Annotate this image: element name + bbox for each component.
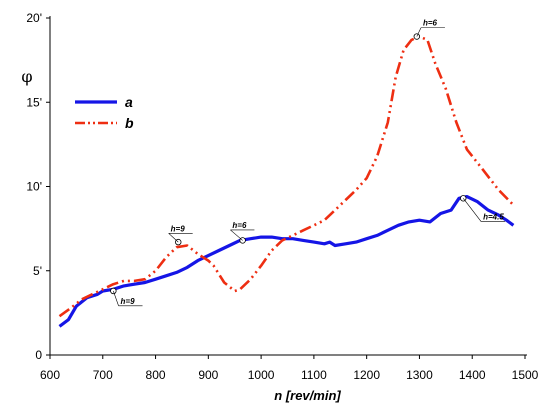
y-tick-label: 0	[35, 348, 42, 362]
y-tick-label: 5'	[33, 264, 42, 278]
annotation-label: h=6	[232, 221, 247, 230]
x-axis-label: n [rev/min]	[274, 388, 341, 403]
x-tick-label: 1300	[406, 368, 433, 382]
annotation-leader	[416, 27, 422, 37]
legend-label-b: b	[125, 115, 134, 131]
annotation-leader	[168, 233, 179, 243]
x-tick-label: 1500	[512, 368, 539, 382]
x-tick-label: 900	[198, 368, 218, 382]
annotation-leader	[113, 290, 119, 306]
y-axis-label: φ	[21, 67, 32, 86]
x-tick-label: 1400	[459, 368, 486, 382]
annotation-label: h=9	[171, 224, 186, 233]
annotation-label: h=6	[423, 19, 438, 28]
series-line-a	[58, 195, 515, 328]
annotation-label: h=9	[121, 297, 136, 306]
x-tick-label: 1000	[248, 368, 275, 382]
x-tick-label: 1100	[301, 368, 327, 382]
legend-label-a: a	[125, 94, 133, 110]
annotation-leader	[463, 198, 482, 222]
series-line-b	[58, 35, 515, 318]
y-tick-label: 10'	[26, 180, 42, 194]
y-tick-label: 20'	[26, 11, 42, 25]
x-tick-label: 700	[93, 368, 113, 382]
y-tick-label: 15'	[26, 95, 42, 109]
x-tick-label: 800	[146, 368, 166, 382]
annotation-label: h=4.5	[483, 213, 504, 222]
annotation-leader	[230, 229, 243, 241]
x-tick-label: 600	[40, 368, 60, 382]
x-tick-label: 1200	[353, 368, 380, 382]
